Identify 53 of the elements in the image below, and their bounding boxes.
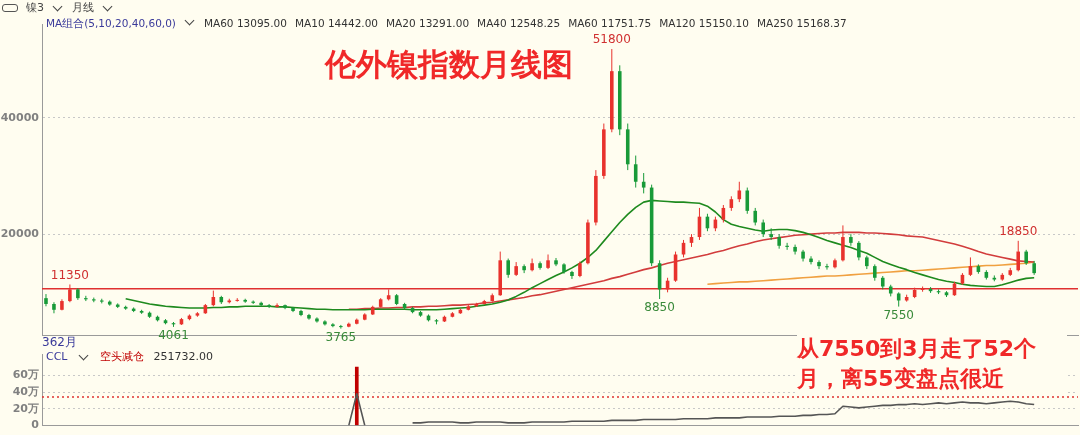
y-tick-label: 0	[31, 418, 40, 432]
candlestick	[849, 233, 853, 247]
annotation: MA40 12548.25	[477, 17, 561, 31]
y-tick-label: 40万	[12, 384, 39, 398]
candlestick	[785, 242, 789, 251]
y-tick-label: 20万	[12, 401, 39, 415]
candlestick	[825, 263, 829, 271]
text: 月线	[72, 0, 94, 15]
annotation: MA20 13291.00	[386, 17, 470, 31]
annotation: 362月	[42, 334, 77, 351]
candlestick	[809, 255, 813, 265]
annotation: MA组合(5,10,20,40,60,0)	[46, 17, 176, 31]
annotation: MA250 15168.37	[756, 17, 847, 31]
candlestick	[52, 301, 56, 314]
candlestick	[857, 240, 861, 261]
annotation: 51800	[592, 32, 631, 47]
candlestick	[633, 155, 638, 189]
candlestick	[538, 260, 542, 271]
annotation: MA10 14442.00	[294, 17, 379, 31]
candlestick	[1016, 240, 1021, 272]
candlestick	[44, 293, 48, 307]
annotation: CCL	[46, 350, 68, 363]
y-tick-label: 40000	[0, 110, 40, 124]
text: 伦外镍指数月线图	[325, 45, 573, 84]
candlestick	[522, 263, 526, 274]
y-tick-label: 20000	[0, 226, 40, 240]
y-tick-label: 60万	[12, 368, 39, 382]
annotation: MA60 13095.00	[203, 17, 287, 31]
text: 镍3	[26, 0, 44, 15]
candlestick	[817, 259, 821, 270]
annotation: 4061	[158, 328, 189, 343]
annotation: 11350	[50, 267, 89, 282]
candlestick	[570, 270, 574, 280]
annotation: 3765	[325, 329, 357, 344]
text: 空头减仓	[99, 349, 144, 364]
annotation: 8850	[644, 300, 675, 315]
candlestick	[554, 257, 558, 267]
candlestick	[745, 187, 750, 215]
candlestick	[251, 299, 255, 305]
candlestick	[267, 303, 271, 309]
annotation: MA120 15150.10	[659, 17, 749, 31]
candlestick	[841, 224, 845, 262]
candlestick	[235, 297, 240, 303]
candlestick	[506, 258, 510, 279]
candlestick	[331, 322, 335, 328]
candlestick	[275, 302, 279, 308]
candlestick	[546, 254, 550, 270]
annotation: 251732.00	[153, 350, 213, 363]
annotation: 18850	[999, 223, 1038, 238]
candlestick	[323, 319, 327, 327]
annotation: 从7550到3月走了52个月，离55变盘点很近	[797, 334, 1067, 394]
annotation: MA60 11751.75	[568, 17, 652, 31]
annotation: 7550	[883, 307, 914, 322]
